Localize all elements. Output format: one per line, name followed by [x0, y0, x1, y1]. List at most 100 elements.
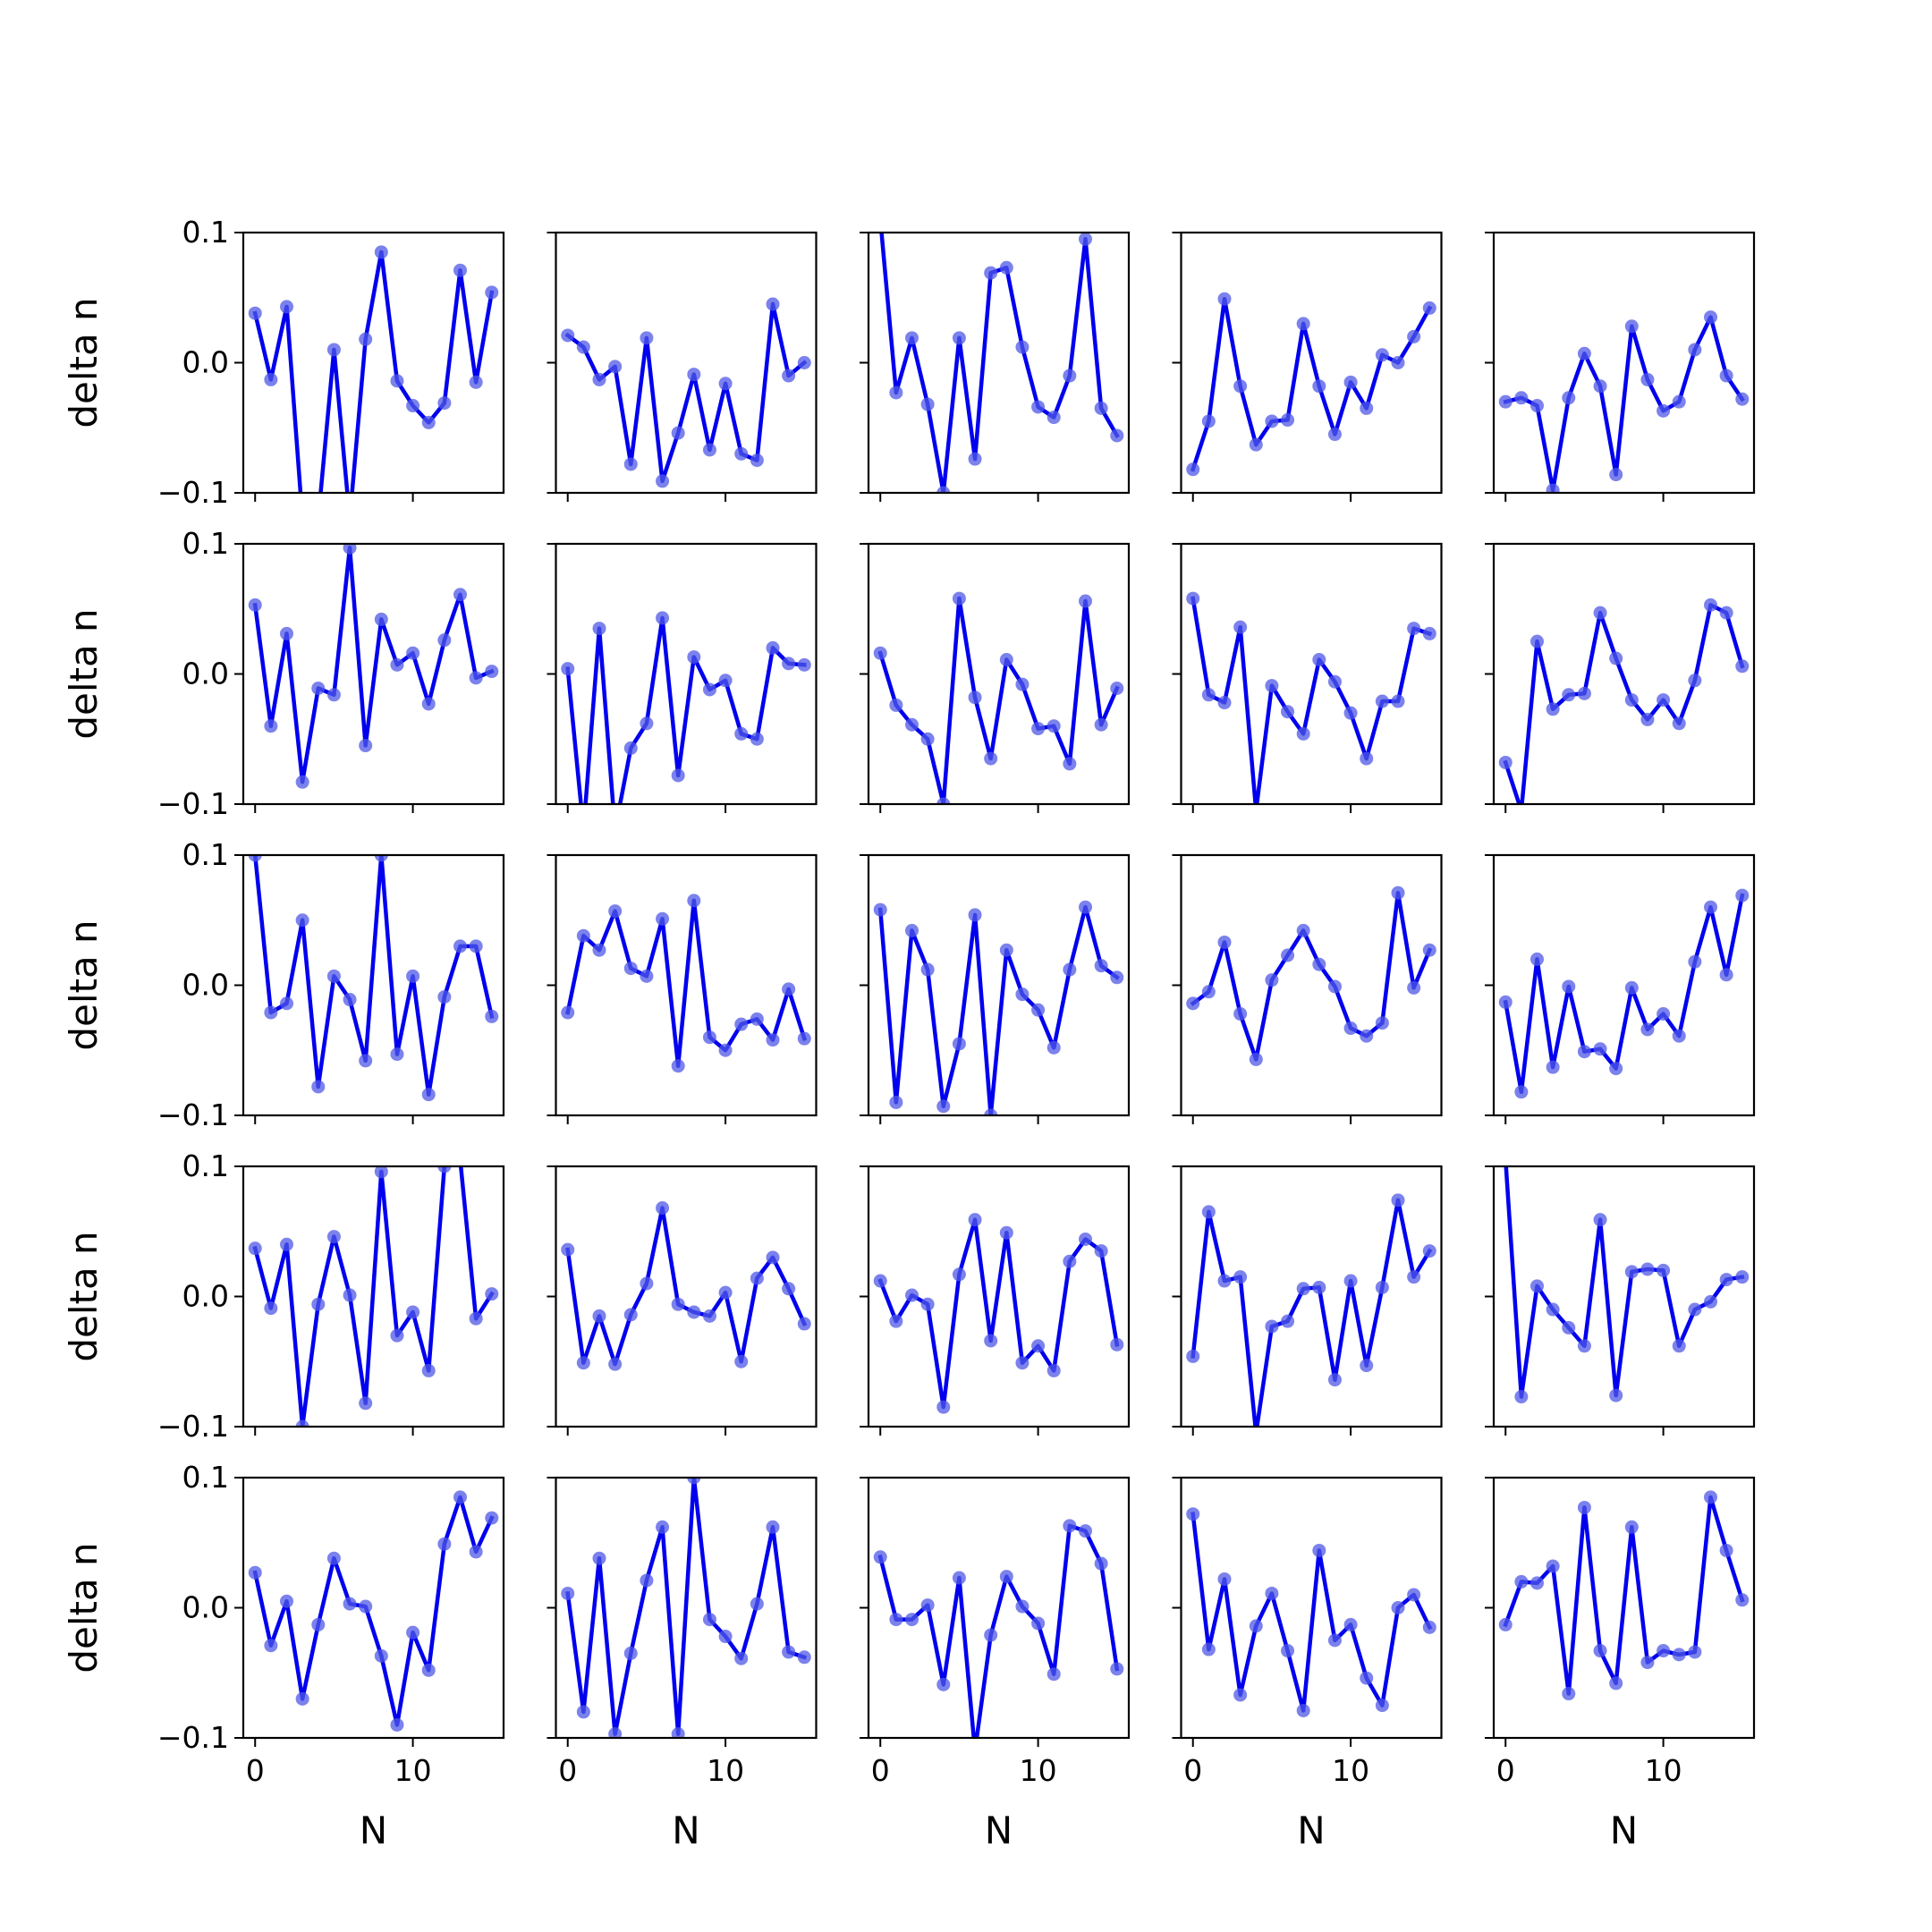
- data-point: [1391, 1193, 1405, 1208]
- data-point: [656, 611, 670, 625]
- data-point: [920, 1598, 935, 1613]
- data-point: [1360, 401, 1374, 415]
- data-point: [359, 332, 373, 346]
- data-point: [1063, 369, 1077, 383]
- data-point: [1407, 1270, 1421, 1284]
- series-line: [1503, 893, 1745, 1095]
- data-point: [1312, 957, 1326, 971]
- data-point: [1577, 1339, 1591, 1353]
- data-point: [1094, 401, 1108, 415]
- subplot-r4-c5: [1485, 1165, 1756, 1436]
- data-point: [1530, 399, 1544, 413]
- data-point: [485, 665, 499, 679]
- data-point: [671, 1059, 685, 1073]
- axes-frame: [1492, 231, 1756, 495]
- data-point: [485, 285, 499, 300]
- data-point: [718, 1630, 733, 1644]
- data-point: [718, 1043, 733, 1057]
- data-point: [623, 741, 638, 755]
- data-point: [1624, 693, 1639, 708]
- data-point: [889, 1613, 903, 1627]
- data-point: [640, 1276, 654, 1291]
- data-point: [1704, 900, 1717, 914]
- data-point: [920, 397, 935, 411]
- data-point: [421, 1363, 436, 1377]
- data-point: [1593, 1644, 1607, 1658]
- series-line: [252, 1166, 495, 1427]
- data-point: [1046, 719, 1061, 733]
- data-point: [437, 633, 452, 648]
- data-point: [1530, 634, 1544, 648]
- data-point: [1296, 726, 1310, 741]
- data-point: [1391, 1601, 1405, 1614]
- data-point: [782, 1645, 796, 1659]
- data-point: [968, 691, 982, 705]
- data-point: [1593, 1042, 1607, 1056]
- data-point: [999, 260, 1013, 275]
- data-point: [311, 1297, 326, 1311]
- data-point: [1391, 356, 1405, 369]
- data-point: [1343, 375, 1358, 389]
- data-point: [326, 343, 341, 357]
- data-point: [1312, 1543, 1326, 1557]
- data-point: [936, 1400, 951, 1414]
- data-point: [1593, 1213, 1607, 1227]
- data-point: [1530, 1576, 1544, 1590]
- data-point: [592, 372, 606, 386]
- data-point: [889, 386, 903, 400]
- data-point: [1186, 996, 1200, 1011]
- plot-data: [1498, 888, 1750, 1099]
- data-point: [734, 1651, 749, 1665]
- data-point: [374, 245, 388, 259]
- data-point: [1704, 1294, 1717, 1309]
- series-line: [1504, 1166, 1745, 1399]
- data-point: [702, 1030, 716, 1045]
- data-point: [1360, 1359, 1374, 1373]
- data-point: [1546, 483, 1560, 493]
- data-point: [1657, 403, 1671, 418]
- data-point: [421, 1663, 436, 1677]
- axes-frame: [242, 853, 505, 1117]
- data-point: [1343, 706, 1358, 720]
- data-point: [1391, 886, 1405, 900]
- y-tick-label: −0.1: [157, 1409, 229, 1444]
- data-point: [437, 396, 452, 411]
- data-point: [1504, 1166, 1508, 1167]
- data-point: [1217, 935, 1232, 949]
- subplot-r3-c2: [547, 853, 818, 1124]
- data-point: [1562, 1320, 1576, 1335]
- data-point: [311, 1080, 326, 1094]
- data-point: [1422, 626, 1436, 640]
- data-point: [782, 369, 796, 383]
- data-point: [248, 855, 262, 862]
- data-point: [1657, 1644, 1671, 1658]
- data-point: [453, 1490, 467, 1504]
- data-point: [1657, 1007, 1671, 1021]
- data-point: [1422, 1620, 1436, 1634]
- data-point: [1110, 682, 1124, 695]
- subplot-r4-c4: [1172, 1165, 1443, 1436]
- data-point: [1281, 705, 1295, 719]
- data-point: [952, 1037, 966, 1051]
- data-point: [905, 1613, 919, 1627]
- data-point: [1079, 594, 1092, 608]
- data-point: [406, 969, 420, 983]
- data-point: [999, 1570, 1013, 1584]
- series-line: [565, 1478, 808, 1736]
- data-point: [1498, 995, 1513, 1009]
- subplot-r2-c1: −0.1 0.0 0.1 delta n: [62, 526, 505, 821]
- data-point: [952, 331, 966, 345]
- data-point: [671, 426, 685, 440]
- data-point: [969, 1744, 982, 1758]
- series-line: [252, 1495, 495, 1727]
- data-point: [1094, 959, 1108, 973]
- data-point: [952, 591, 966, 606]
- data-point: [1233, 379, 1248, 394]
- data-point: [766, 297, 780, 311]
- data-point: [374, 612, 388, 626]
- series-line: [252, 855, 495, 1097]
- data-point: [1031, 400, 1046, 414]
- data-point: [1327, 1373, 1342, 1387]
- data-point: [1719, 968, 1733, 982]
